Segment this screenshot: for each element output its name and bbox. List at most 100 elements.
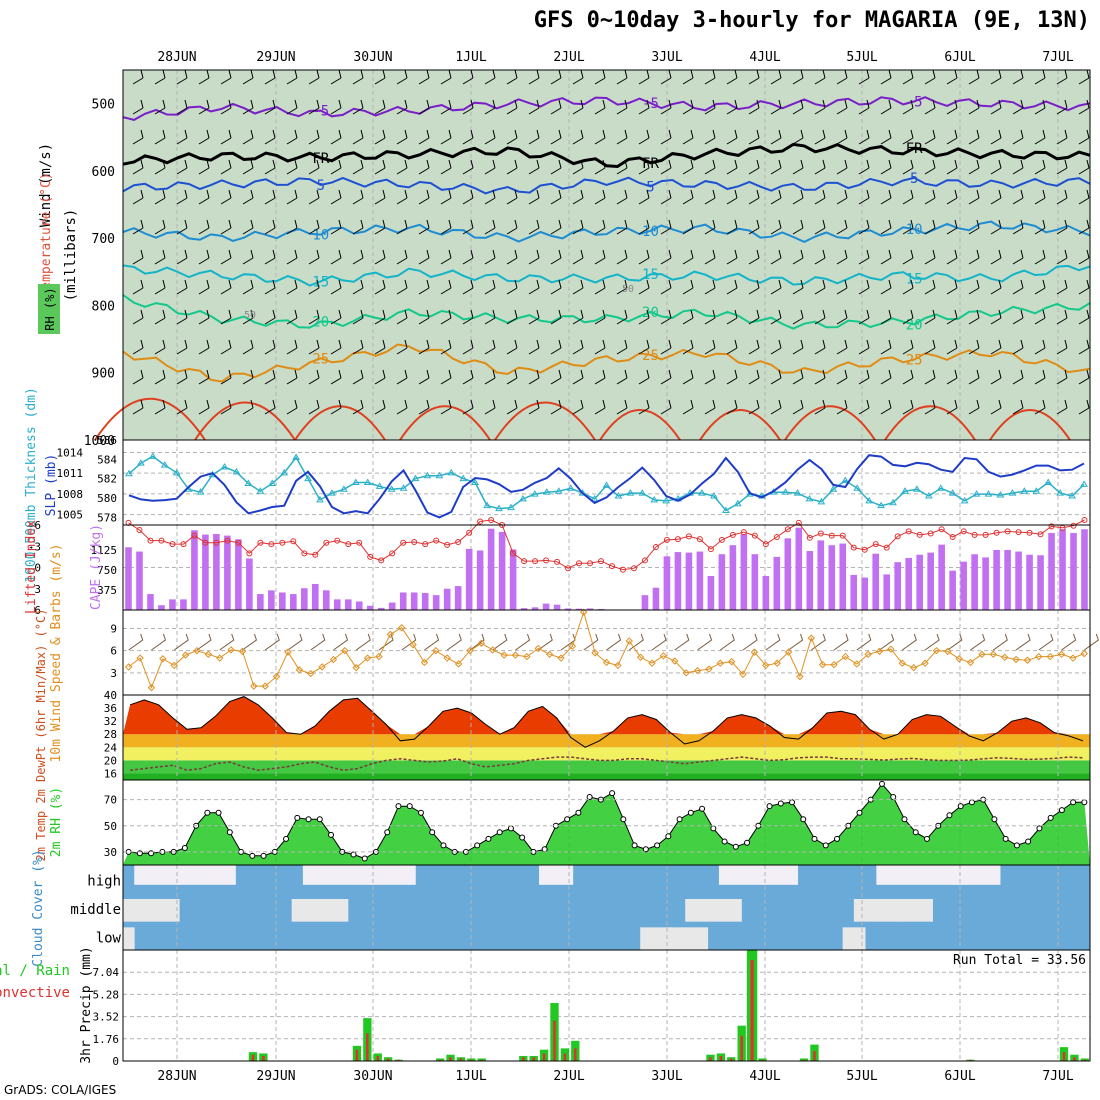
- cape-bar: [685, 552, 693, 610]
- lifted-index-tick: -3: [28, 540, 41, 553]
- wind-barb: [836, 99, 848, 115]
- wind-barb: [506, 369, 518, 385]
- cape-bar: [1081, 529, 1088, 610]
- wind-barb: [528, 249, 540, 265]
- wind10m-marker: [762, 661, 770, 670]
- wind10m-marker: [318, 663, 326, 671]
- wind-barb: [726, 129, 738, 145]
- wind-barb: [440, 69, 452, 85]
- cloud-cell: [718, 865, 731, 885]
- lifted-index-marker: [762, 541, 769, 548]
- wind-barb: [858, 189, 870, 205]
- wind10m-marker: [1035, 652, 1043, 661]
- cape-bar: [388, 602, 396, 610]
- rh2m-marker: [946, 812, 953, 819]
- wind-barb: [1034, 249, 1046, 265]
- thickness-marker: [865, 496, 874, 504]
- wind-barb: [814, 279, 826, 295]
- wind10m-marker: [898, 659, 906, 667]
- rh2m-marker: [631, 842, 638, 849]
- wind-barb: [792, 159, 804, 175]
- temp-tick: 28: [104, 728, 117, 741]
- wind-barb: [484, 369, 496, 385]
- wind-barb: [242, 279, 254, 295]
- thickness-marker: [148, 452, 157, 459]
- wind-barb: [682, 189, 694, 205]
- wind-barb: [242, 189, 254, 205]
- lifted-index-marker: [389, 550, 396, 557]
- wind-barb: [396, 279, 408, 295]
- thickness-marker: [339, 485, 348, 492]
- cape-bar: [312, 583, 319, 610]
- cape-bar: [377, 607, 385, 610]
- precip-tick: 3.52: [93, 1011, 120, 1024]
- slp-tick: 1008: [57, 488, 84, 501]
- wind10m-marker: [250, 682, 258, 690]
- thickness-marker: [268, 479, 277, 486]
- temp-tick: 32: [104, 715, 117, 728]
- wind10m-barb: [515, 633, 531, 651]
- thickness-marker: [399, 484, 408, 491]
- wind10m-marker: [659, 652, 668, 660]
- rh2m-marker: [710, 825, 717, 832]
- wind-barb: [462, 279, 474, 295]
- cloud-cell: [910, 899, 922, 922]
- isotherm-label: 10: [642, 224, 659, 240]
- wind-barb: [506, 129, 518, 145]
- wind-barb: [902, 69, 914, 85]
- wind-barb: [462, 99, 474, 115]
- thickness-marker: [471, 478, 480, 485]
- lifted-index-marker: [543, 557, 550, 564]
- wind-barb: [726, 369, 738, 385]
- wind10m-barb: [833, 633, 849, 651]
- isotherm-line: [122, 264, 1091, 287]
- wind-barb: [748, 99, 760, 115]
- thickness-marker: [375, 482, 384, 489]
- date-label-bottom: 6JUL: [944, 1069, 975, 1084]
- precip-convective-bar: [709, 1057, 712, 1061]
- lifted-index-marker: [400, 539, 407, 546]
- wind-barb: [132, 309, 144, 325]
- cape-bar: [784, 538, 792, 610]
- lifted-index-marker: [883, 544, 890, 551]
- wind-barb: [836, 249, 848, 265]
- date-label-top: 2JUL: [553, 50, 584, 65]
- hot-contour: [399, 405, 491, 441]
- precip-tick: 7.04: [93, 966, 120, 979]
- wind-barb: [660, 129, 672, 145]
- precip-axis-label: 3hr Precip (mm): [79, 946, 94, 1063]
- wind10m-marker: [932, 646, 941, 655]
- wind-barb: [484, 129, 496, 145]
- cloud-cell: [876, 899, 889, 922]
- wind10m-barb: [947, 633, 963, 651]
- wind-barb: [286, 189, 298, 205]
- wind-barb: [726, 279, 738, 295]
- wind-barb: [352, 279, 364, 295]
- wind-barb: [220, 279, 232, 295]
- wind-barb: [484, 399, 496, 415]
- cloud-cell: [685, 927, 697, 950]
- wind10m-barb: [1084, 633, 1099, 651]
- wind-barb: [968, 369, 980, 385]
- thickness-marker: [160, 461, 169, 468]
- rh2m-tick: 50: [104, 820, 117, 833]
- wind10m-marker: [909, 663, 918, 672]
- rh2m-axis-label: 2m RH (%): [49, 787, 64, 857]
- wind-barb: [726, 189, 738, 205]
- wind-barb: [242, 249, 254, 265]
- rh2m-marker: [1002, 835, 1009, 842]
- thickness-marker: [519, 494, 527, 502]
- wind-barb: [550, 399, 562, 415]
- wind-barb: [528, 159, 540, 175]
- wind-barb: [660, 249, 672, 265]
- hot-contour: [194, 401, 296, 441]
- wind10m-barb: [1015, 633, 1031, 651]
- wind-barb: [1012, 99, 1024, 115]
- wind-barb: [704, 339, 716, 355]
- wind10m-barb: [810, 633, 826, 651]
- cape-bar: [652, 587, 660, 610]
- rh2m-marker: [744, 839, 751, 846]
- cape-bar: [191, 530, 198, 610]
- wind-barb: [748, 369, 760, 385]
